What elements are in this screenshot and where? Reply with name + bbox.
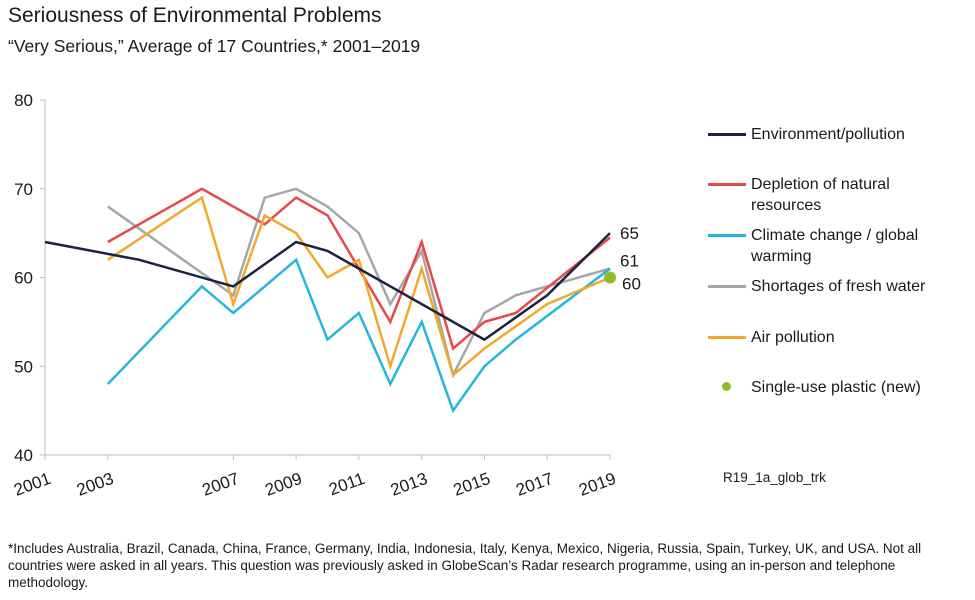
chart-axes: 40 50 60 70 80 2001 2003 2007 2009 2011 2013 2015 20… [11, 91, 618, 500]
legend-swatch [708, 336, 746, 339]
legend-swatch [708, 133, 746, 136]
legend-label: Depletion of natural resources [751, 176, 890, 214]
chart-subtitle: “Very Serious,” Average of 17 Countries,… [8, 36, 421, 56]
x-tick-label: 2013 [388, 469, 430, 500]
x-tick-label: 2009 [262, 469, 304, 500]
y-tick-label: 60 [14, 269, 33, 288]
y-tick-label: 50 [14, 357, 33, 376]
x-tick-label: 2019 [576, 469, 618, 500]
source-code: R19_1a_glob_trk [723, 470, 826, 485]
x-tick-label: 2001 [11, 469, 53, 500]
x-tick-label: 2007 [200, 469, 242, 500]
x-tick-label: 2011 [326, 469, 367, 499]
x-tick-label: 2017 [514, 469, 556, 500]
y-tick-label: 80 [14, 91, 33, 110]
legend-label: Shortages of fresh water [751, 278, 926, 295]
legend-label: Climate change / global warming [751, 227, 919, 265]
end-value-label: 65 [620, 224, 639, 243]
end-value-label: 60 [622, 275, 641, 294]
x-tick-label: 2003 [74, 469, 116, 500]
footnote: *Includes Australia, Brazil, Canada, Chi… [8, 541, 922, 590]
legend-label: Air pollution [751, 329, 835, 346]
end-value-label: 61 [620, 252, 639, 271]
x-tick-label: 2015 [451, 469, 493, 500]
legend-swatch [708, 285, 746, 288]
series-line-2 [106, 257, 611, 414]
series-point-5 [604, 271, 616, 284]
legend-marker [722, 382, 731, 391]
y-tick-label: 40 [14, 446, 33, 465]
series-lines [44, 187, 616, 414]
chart-labels: 65 61 60 [620, 224, 641, 293]
legend-label: Environment/pollution [751, 126, 905, 143]
series-line-0 [44, 232, 611, 342]
y-tick-label: 70 [14, 180, 33, 199]
legend-swatch [708, 234, 746, 237]
legend-label: Single-use plastic (new) [751, 379, 921, 396]
series-line-3 [107, 187, 611, 379]
legend-swatch [708, 183, 746, 186]
series-line-1 [107, 187, 611, 351]
series-line-4 [107, 195, 611, 378]
chart-title: Seriousness of Environmental Problems [8, 4, 382, 27]
line-chart: 40 50 60 70 80 2001 2003 2007 2009 2011 2013 2015 20… [11, 91, 641, 500]
